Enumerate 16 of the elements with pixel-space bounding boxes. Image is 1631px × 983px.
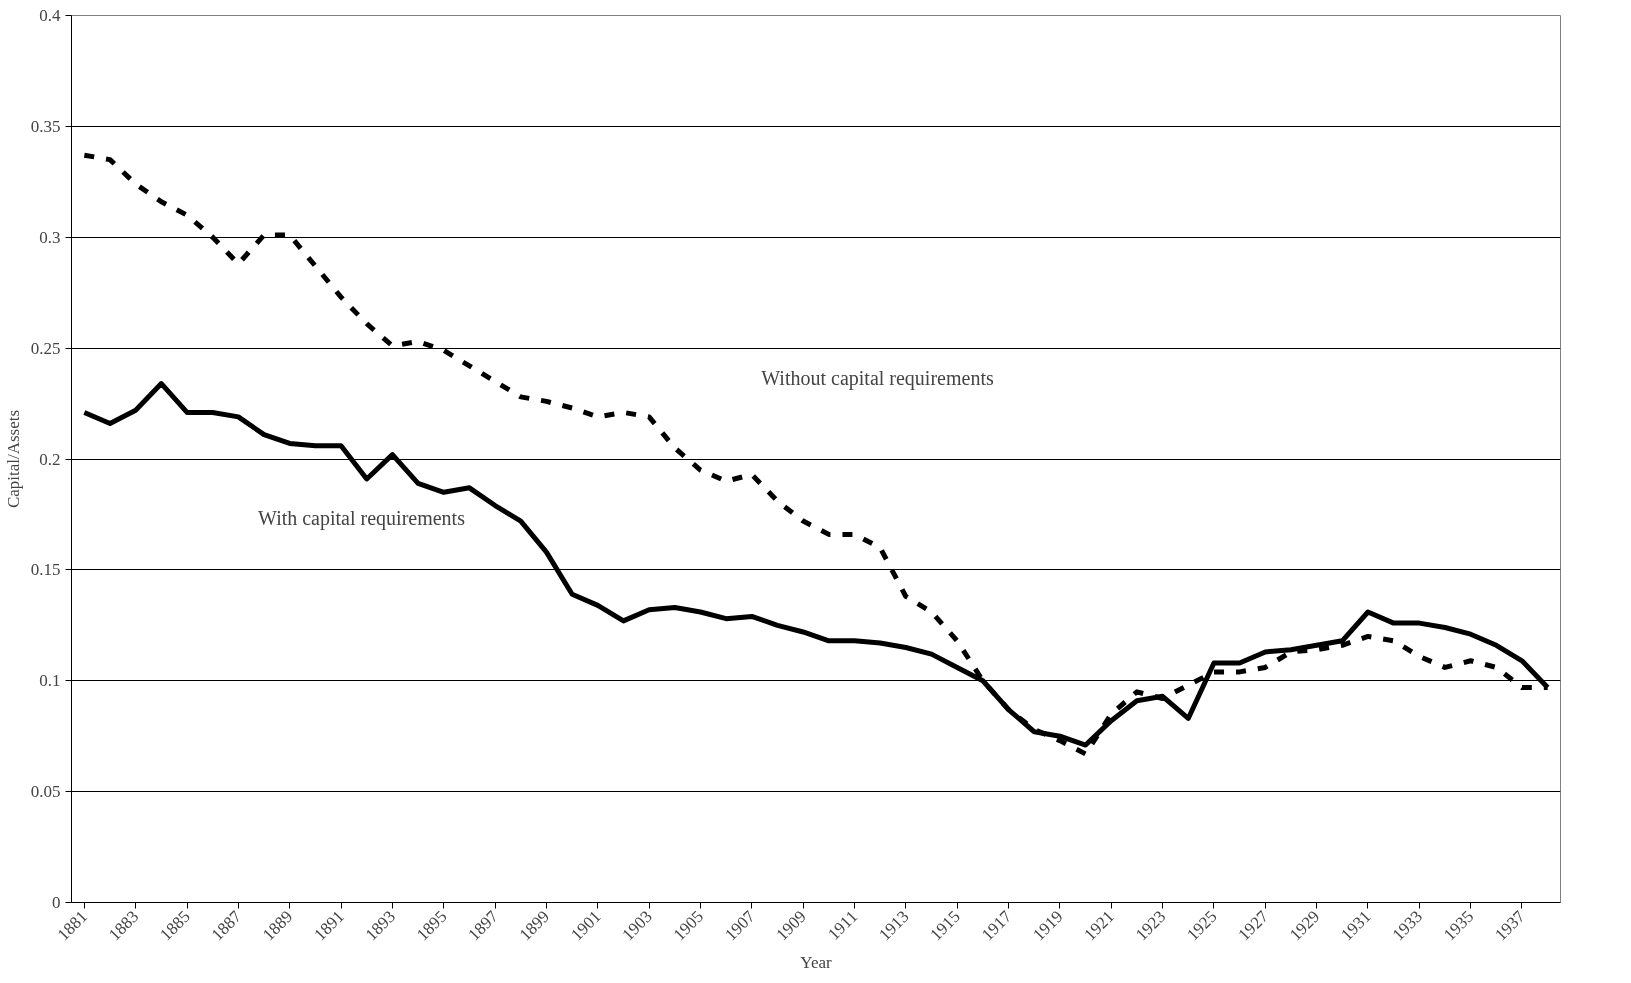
- x-tick-label: 1911: [824, 906, 862, 944]
- x-tick-label: 1921: [1080, 906, 1118, 945]
- x-tick-label: 1891: [310, 906, 348, 945]
- y-tick-label: 0.3: [39, 227, 61, 247]
- y-tick-label: 0.2: [39, 449, 61, 469]
- x-axis-title: Year: [800, 953, 832, 973]
- y-tick-label: 0: [52, 893, 61, 912]
- y-tick-label: 0.25: [30, 338, 61, 358]
- y-axis-title: Capital/Assets: [3, 409, 23, 509]
- y-tick-label: 0.05: [30, 782, 61, 802]
- annotation: With capital requirements: [258, 506, 466, 530]
- y-tick-label: 0.15: [30, 560, 61, 580]
- y-tick-label: 0.1: [39, 671, 61, 691]
- y-tick-label: 0.35: [30, 116, 61, 136]
- y-tick-label: 0.4: [39, 6, 61, 25]
- annotation: Without capital requirements: [761, 366, 994, 390]
